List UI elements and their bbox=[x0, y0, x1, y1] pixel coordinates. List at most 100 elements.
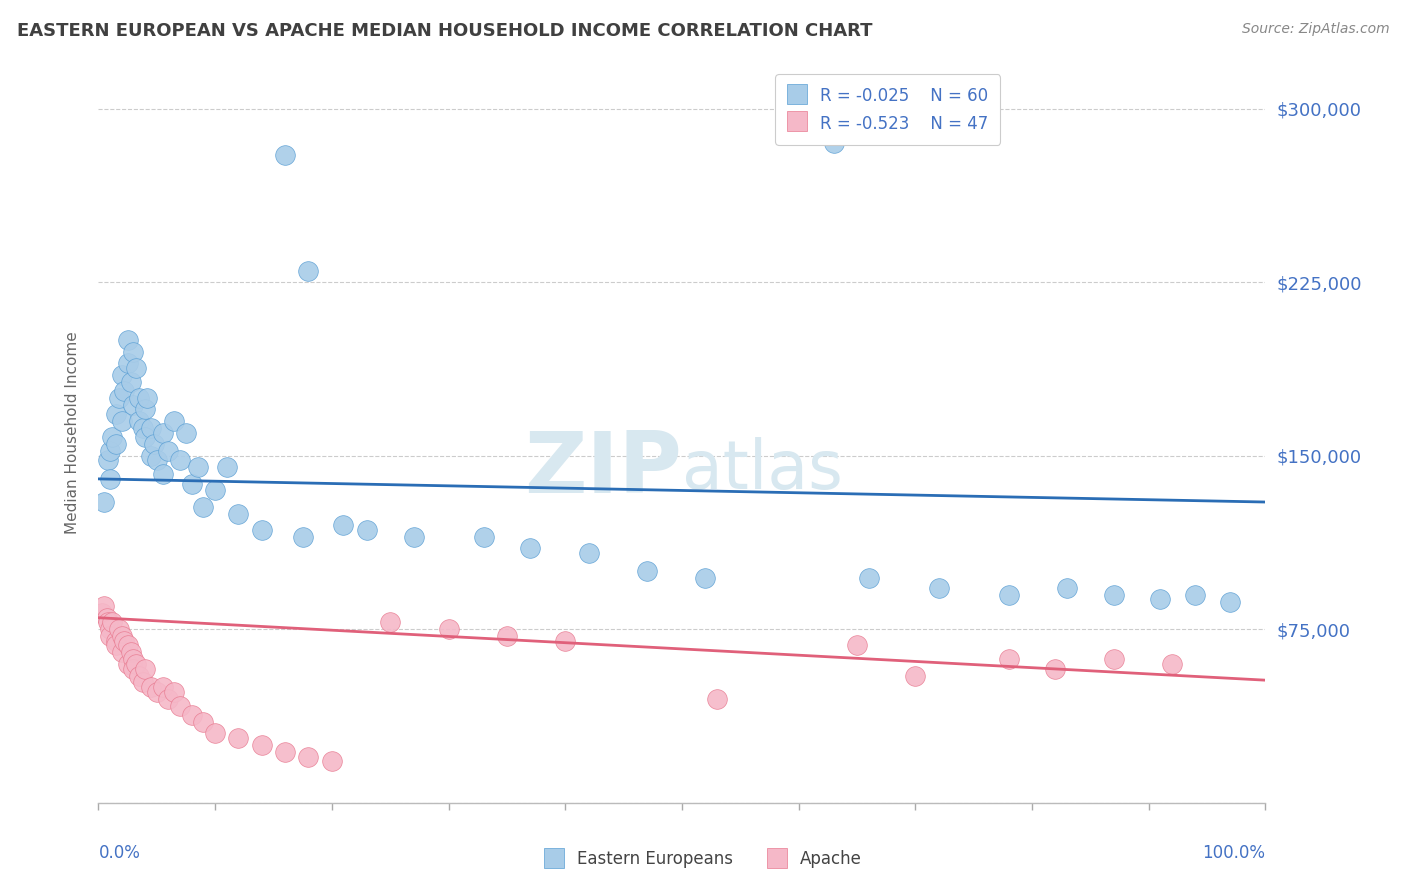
Point bbox=[101, 615, 124, 630]
Point bbox=[111, 629, 134, 643]
Point bbox=[122, 662, 145, 676]
Point bbox=[134, 430, 156, 444]
Point bbox=[112, 384, 135, 398]
Point bbox=[98, 472, 121, 486]
Point bbox=[250, 523, 273, 537]
Point bbox=[139, 680, 162, 694]
Y-axis label: Median Household Income: Median Household Income bbox=[65, 331, 80, 534]
Point bbox=[228, 731, 250, 745]
Point bbox=[98, 444, 121, 458]
Point bbox=[928, 581, 950, 595]
Text: 100.0%: 100.0% bbox=[1202, 844, 1265, 862]
Point bbox=[97, 453, 120, 467]
Text: 0.0%: 0.0% bbox=[98, 844, 141, 862]
Point bbox=[152, 680, 174, 694]
Point bbox=[169, 698, 191, 713]
Point bbox=[297, 749, 319, 764]
Point bbox=[157, 444, 180, 458]
Point bbox=[321, 754, 343, 768]
Legend: Eastern Europeans, Apache: Eastern Europeans, Apache bbox=[537, 844, 869, 875]
Point bbox=[98, 629, 121, 643]
Point bbox=[134, 662, 156, 676]
Point bbox=[120, 645, 142, 659]
Point bbox=[122, 344, 145, 359]
Point bbox=[997, 652, 1019, 666]
Point bbox=[96, 610, 118, 624]
Point bbox=[274, 148, 297, 162]
Text: Source: ZipAtlas.com: Source: ZipAtlas.com bbox=[1241, 22, 1389, 37]
Point bbox=[139, 421, 162, 435]
Point bbox=[578, 546, 600, 560]
Point bbox=[472, 530, 495, 544]
Point bbox=[823, 136, 845, 151]
Point bbox=[104, 633, 127, 648]
Point bbox=[169, 453, 191, 467]
Point bbox=[250, 738, 273, 752]
Point bbox=[117, 333, 139, 347]
Point bbox=[125, 657, 148, 671]
Point bbox=[163, 414, 186, 428]
Text: EASTERN EUROPEAN VS APACHE MEDIAN HOUSEHOLD INCOME CORRELATION CHART: EASTERN EUROPEAN VS APACHE MEDIAN HOUSEH… bbox=[17, 22, 872, 40]
Point bbox=[193, 714, 215, 729]
Point bbox=[108, 622, 131, 636]
Point bbox=[187, 460, 209, 475]
Point bbox=[97, 615, 120, 630]
Point bbox=[143, 437, 166, 451]
Point bbox=[1184, 588, 1206, 602]
Point bbox=[204, 726, 226, 740]
Point bbox=[1102, 588, 1125, 602]
Point bbox=[904, 668, 927, 682]
Point bbox=[274, 745, 297, 759]
Point bbox=[98, 622, 121, 636]
Point bbox=[122, 398, 145, 412]
Point bbox=[111, 645, 134, 659]
Point bbox=[496, 629, 519, 643]
Point bbox=[180, 707, 202, 722]
Point bbox=[858, 571, 880, 585]
Point bbox=[1045, 662, 1067, 676]
Point bbox=[120, 375, 142, 389]
Point bbox=[846, 639, 869, 653]
Text: atlas: atlas bbox=[682, 437, 842, 502]
Point bbox=[174, 425, 197, 440]
Point bbox=[228, 507, 250, 521]
Point bbox=[93, 495, 115, 509]
Point bbox=[636, 565, 658, 579]
Point bbox=[146, 453, 169, 467]
Point bbox=[125, 360, 148, 375]
Point bbox=[139, 449, 162, 463]
Point bbox=[104, 407, 127, 421]
Point bbox=[117, 657, 139, 671]
Point bbox=[136, 391, 159, 405]
Point bbox=[1056, 581, 1078, 595]
Point bbox=[122, 652, 145, 666]
Point bbox=[332, 518, 354, 533]
Point bbox=[152, 467, 174, 482]
Point bbox=[706, 691, 728, 706]
Legend: R = -0.025    N = 60, R = -0.523    N = 47: R = -0.025 N = 60, R = -0.523 N = 47 bbox=[776, 74, 1000, 145]
Point bbox=[997, 588, 1019, 602]
Point bbox=[128, 414, 150, 428]
Point bbox=[128, 668, 150, 682]
Point bbox=[437, 622, 460, 636]
Point bbox=[117, 639, 139, 653]
Point bbox=[93, 599, 115, 614]
Point bbox=[180, 476, 202, 491]
Point bbox=[193, 500, 215, 514]
Point bbox=[157, 691, 180, 706]
Point bbox=[1149, 592, 1171, 607]
Point bbox=[101, 430, 124, 444]
Point bbox=[128, 391, 150, 405]
Point bbox=[132, 675, 155, 690]
Point bbox=[111, 414, 134, 428]
Point bbox=[1161, 657, 1184, 671]
Point bbox=[104, 639, 127, 653]
Point bbox=[112, 633, 135, 648]
Point bbox=[402, 530, 425, 544]
Point bbox=[291, 530, 314, 544]
Point bbox=[134, 402, 156, 417]
Point bbox=[163, 685, 186, 699]
Point bbox=[204, 483, 226, 498]
Point bbox=[297, 263, 319, 277]
Point bbox=[108, 391, 131, 405]
